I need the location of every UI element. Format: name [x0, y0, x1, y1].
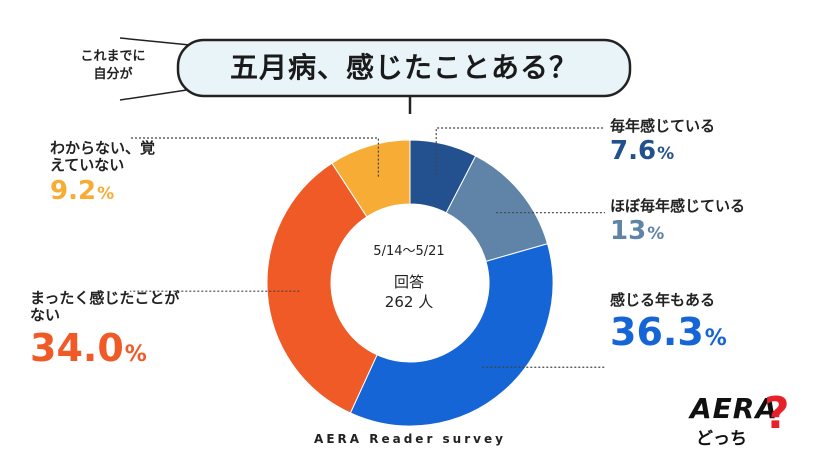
chart-title: 五月病、感じたことある？ — [229, 51, 578, 84]
label-value: 13% — [610, 216, 665, 247]
logo-sub: どっち — [696, 429, 747, 449]
bubble-lead-text: これまでに 自分が — [58, 48, 168, 83]
bubble-lead-line1: これまでに — [80, 49, 146, 64]
donut-slices — [266, 139, 554, 427]
legend-label-every-year: 毎年感じている 7.6% — [610, 117, 716, 167]
legend-label-almost-every-year: ほぼ毎年感じている 13% — [610, 197, 746, 247]
label-value: 7.6% — [610, 136, 675, 167]
label-name: ほぼ毎年感じている — [610, 197, 746, 215]
label-value: 34.0% — [30, 325, 147, 370]
aera-dotchi-logo: AERA どっち ? — [690, 388, 800, 452]
respondents: 回答 262 人 — [344, 272, 474, 313]
survey-source: AERA Reader survey — [314, 432, 506, 446]
label-value: 36.3% — [610, 310, 727, 355]
logo-brand: AERA — [690, 392, 779, 425]
label-value: 9.2% — [50, 175, 115, 206]
slice-some-years — [349, 243, 554, 427]
bubble-lead-line2: 自分が — [93, 66, 133, 82]
survey-period: 5/14～5/21 — [373, 244, 445, 259]
logo-question-mark: ? — [764, 388, 790, 439]
slice-dont-know — [331, 139, 411, 218]
label-name: 毎年感じている — [610, 117, 716, 135]
slice-never — [266, 162, 378, 414]
label-name: わからない、覚えていない — [50, 139, 156, 175]
question-bubble — [119, 37, 632, 114]
legend-label-dont-know: わからない、覚えていない 9.2% — [50, 139, 170, 206]
bubble-box — [176, 38, 632, 98]
leader-lines — [130, 127, 605, 368]
respondents-label: 回答 — [393, 273, 424, 291]
bubble-tail-top — [119, 37, 201, 47]
legend-label-never: まったく感じたことがない 34.0% — [30, 289, 180, 370]
legend-label-some-years: 感じる年もある 36.3% — [610, 291, 727, 355]
label-name: まったく感じたことがない — [30, 289, 180, 325]
respondents-count: 262 人 — [384, 293, 434, 312]
leader-dont-know — [130, 137, 379, 177]
label-name: 感じる年もある — [610, 291, 716, 309]
